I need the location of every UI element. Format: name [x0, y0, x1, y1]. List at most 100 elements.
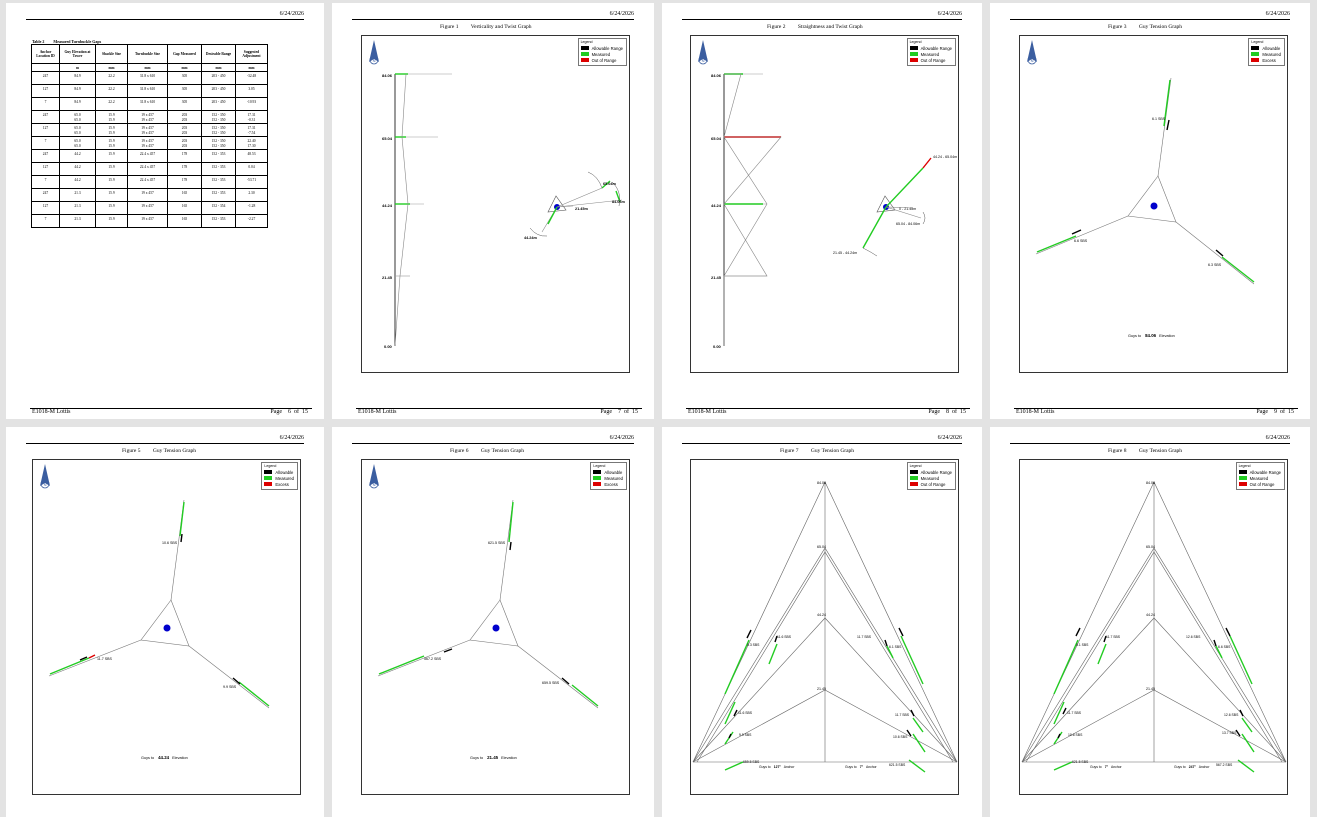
tension-label: 659.5 SBS [743, 760, 760, 764]
table-row: 247 84.9 22.2 31.8 x 610 305 203 - 450 -32.48 [31, 71, 268, 85]
elev-label: 21.45 [711, 275, 722, 280]
table-cell: 305 [167, 97, 202, 111]
table-cell: -53.71 [235, 175, 268, 189]
table-cell: 203 - 450 [201, 84, 236, 98]
table-cell: 22.4 x 457 [127, 149, 168, 163]
footer-rule [686, 408, 970, 409]
elev-label: 0.00 [384, 344, 393, 349]
elev-label: 65.04 [382, 136, 393, 141]
footer-rule [30, 408, 312, 409]
elev-label: 84.06 [711, 73, 722, 78]
table-cell: 44.2 [59, 162, 96, 176]
table-cell: 127 [31, 162, 60, 176]
turnbuckle-gaps-table: Anchor Location ID Guy Elevation at Towe… [31, 44, 268, 228]
table-row: 247 65.0 65.0 15.9 15.9 19 x 457 19 x 457 20… [31, 110, 268, 124]
verticality-graph: N 84.06 65.04 44.24 21.45 0.00 [369, 40, 626, 349]
tension-label: 6.3 SBS [747, 643, 760, 647]
table-cell: 127 [31, 123, 60, 137]
table-cell: 17.31 -7.54 [235, 123, 268, 137]
tension-label: 567.2 SBS [424, 657, 442, 661]
table-cell: 84.9 [59, 97, 96, 111]
table-cell: 127 [31, 84, 60, 98]
footer-project: E1018-M Lottis [32, 409, 71, 415]
page-6: 6/24/2026 Table 2 Measured Turnbuckle Ga… [6, 3, 324, 419]
table-cell: -1.28 [235, 201, 268, 215]
table-cell: 203 - 450 [201, 71, 236, 85]
svg-text:44.24: 44.24 [1146, 613, 1155, 617]
tension-label: 11.6 SBS [738, 711, 753, 715]
figure-title: Figure 3 Guy Tension Graph [1108, 24, 1183, 30]
twist-label: 44.24m [524, 236, 538, 240]
twist-label: 21.45m [575, 207, 589, 211]
footer-page: Page 9 of 15 [1256, 409, 1294, 415]
table-cell: 7 [31, 175, 60, 189]
tension-label: 13.7 SBS [1222, 731, 1237, 735]
legend: Legend Allowable Range Measured Out of R… [906, 38, 956, 66]
compass-icon: N [369, 40, 379, 65]
elev-label: 0.00 [713, 344, 722, 349]
elevation-tension-graph: 84.06 65.04 44.24 21.45 6.1 SBS 11.7 SBS [1021, 481, 1287, 773]
table-cell: 31.8 x 610 [127, 84, 168, 98]
elev-label: 84.06 [382, 73, 393, 78]
table-cell: 247 [31, 71, 60, 85]
tension-label: 12.6 SBS [1186, 635, 1201, 639]
svg-text:N: N [1031, 58, 1034, 63]
caption-right: Guys to 247° Anchor [1174, 765, 1210, 769]
table-cell: 21.3 [59, 188, 96, 202]
table-cell: 15.9 [95, 149, 128, 163]
page-date: 6/24/2026 [1265, 435, 1290, 441]
tension-label: 6.1 SBS [1076, 643, 1089, 647]
tension-label: 6.1 SBS [1152, 117, 1166, 121]
svg-text:N: N [702, 58, 705, 63]
tension-graph-21: N 621.5 SBS 567.2 SBS 659.5 SBS Guys to 2… [369, 464, 599, 760]
table-cell: 65.0 65.0 [59, 123, 96, 137]
table-cell: 178 [167, 149, 202, 163]
table-cell: 44.2 [59, 149, 96, 163]
elevation-tension-graph: 84.06 65.04 44.24 21.45 6.3 SBS [692, 481, 958, 773]
table-cell: 22.40 17.30 [235, 136, 268, 150]
page-date: 6/24/2026 [279, 435, 304, 441]
table-cell: 15.9 [95, 175, 128, 189]
table-row: 7 84.9 22.2 31.8 x 610 305 203 - 450 -10.93 [31, 97, 268, 111]
tension-label: 11.7 SBS [857, 635, 872, 639]
elev-label: 65.04 [711, 136, 722, 141]
table-row: 7 44.2 15.9 22.4 x 457 178 152 - 353 -53.71 [31, 175, 268, 189]
table-cell: 15.9 15.9 [95, 123, 128, 137]
table-cell: 165 [167, 188, 202, 202]
figure-title: Figure 5 Guy Tension Graph [122, 448, 197, 454]
straightness-label: 21.45 - 44.24m [833, 251, 857, 255]
tension-label: 11.7 SBS [1067, 711, 1082, 715]
tension-label: 12.6 SBS [1224, 713, 1239, 717]
table-header-row: Anchor Location ID Guy Elevation at Towe… [31, 44, 268, 64]
caption: Guys to 84.06 Elevation [1128, 333, 1175, 338]
table-row: 247 44.2 15.9 22.4 x 457 178 152 - 353 48.53 [31, 149, 268, 163]
table-cell: -2.27 [235, 214, 268, 228]
caption: Guys to 21.45 Elevation [470, 755, 517, 760]
figure-title: Figure 6 Guy Tension Graph [450, 448, 525, 454]
svg-text:44.24: 44.24 [817, 613, 826, 617]
table-cell: 247 [31, 110, 60, 124]
table-cell: 152 - 350 152 - 350 [201, 123, 236, 137]
footer-page: Page 8 of 15 [928, 409, 966, 415]
table-row: 127 44.2 15.9 22.4 x 457 178 152 - 353 0.04 [31, 162, 268, 176]
footer-project: E1018-M Lottis [358, 409, 397, 415]
header-rule [26, 443, 304, 444]
straightness-graph: N 84.06 65.04 44.24 21.45 0.00 [698, 40, 957, 349]
table-row: 247 21.3 15.9 19 x 457 165 152 - 353 2.30 [31, 188, 268, 202]
table-cell: 22.2 [95, 84, 128, 98]
table-cell: 2.30 [235, 188, 268, 202]
page-figure-7: 6/24/2026 Figure 7 Guy Tension Graph 84.… [662, 427, 982, 817]
table-units-row: m mm mm mm mm mm [31, 63, 268, 72]
compass-icon: N [1027, 40, 1037, 65]
footer-project: E1018-M Lottis [688, 409, 727, 415]
header-rule [26, 19, 304, 20]
col-turnbuckle: Turnbuckle Size [127, 44, 168, 64]
tension-label: 11.7 SBS [1106, 635, 1121, 639]
table-row: 127 84.9 22.2 31.8 x 610 305 203 - 450 3.05 [31, 84, 268, 98]
footer-project: E1018-M Lottis [1016, 409, 1055, 415]
table-cell: 152 - 354 [201, 201, 236, 215]
table-cell: 0.04 [235, 162, 268, 176]
svg-text:N: N [373, 58, 376, 63]
table-cell: 19 x 457 [127, 214, 168, 228]
tension-label: 659.5 SBS [542, 681, 560, 685]
